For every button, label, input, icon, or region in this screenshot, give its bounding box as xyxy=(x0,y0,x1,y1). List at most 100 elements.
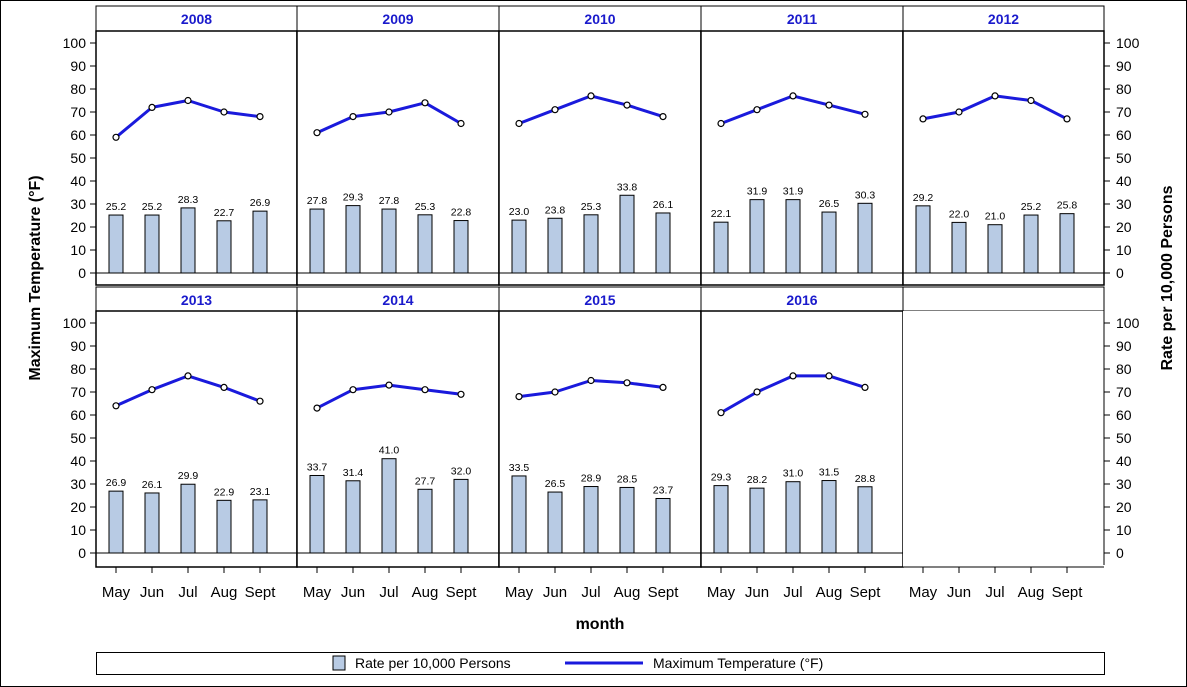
rate-bar xyxy=(583,214,599,274)
rate-bar xyxy=(749,199,765,274)
y-tick-label-left: 20 xyxy=(70,219,86,235)
panel-plot-area xyxy=(296,310,500,568)
rate-data-label: 33.5 xyxy=(509,462,530,474)
y-tick-label-left: 30 xyxy=(70,196,86,212)
legend-line-label: Maximum Temperature (°F) xyxy=(653,655,823,671)
rate-data-label: 22.9 xyxy=(214,486,235,498)
y-tick-label-left: 0 xyxy=(78,545,86,561)
rate-data-label: 31.5 xyxy=(819,467,840,479)
y-tick-label-right: 40 xyxy=(1116,173,1132,189)
rate-bar xyxy=(987,224,1003,274)
x-tick-label: Jun xyxy=(745,584,769,601)
panel: 2015 33.5 26.5 28.9 28.5 23.7 xyxy=(498,286,702,568)
panel-plot-area xyxy=(903,311,1104,567)
temperature-marker xyxy=(220,383,228,391)
rate-data-label: 31.0 xyxy=(783,468,804,480)
temperature-marker xyxy=(112,133,120,141)
panel-header xyxy=(902,5,1105,32)
y-tick-label-left: 50 xyxy=(70,430,86,446)
temperature-marker xyxy=(515,393,523,401)
panel-header xyxy=(902,286,1105,312)
rate-data-label: 26.9 xyxy=(106,477,127,489)
rate-data-label: 23.1 xyxy=(250,486,271,498)
rate-bar xyxy=(180,483,196,554)
panel-header xyxy=(700,286,904,312)
y-tick-label-right: 0 xyxy=(1116,545,1124,561)
rate-data-label: 27.8 xyxy=(379,195,400,207)
rate-bar xyxy=(749,487,765,554)
rate-data-label: 25.2 xyxy=(1021,201,1042,213)
rate-data-label: 23.8 xyxy=(545,204,566,216)
panel-plot-area xyxy=(296,30,500,286)
panel-plot-area xyxy=(700,310,904,568)
rate-bar xyxy=(216,220,232,274)
y-tick-label-left: 80 xyxy=(70,81,86,97)
panel: 2014 33.7 31.4 41.0 27.7 32.0 xyxy=(296,286,500,568)
rate-data-label: 26.9 xyxy=(250,197,271,209)
y-tick-label-right: 10 xyxy=(1116,522,1132,538)
rate-bar xyxy=(144,214,160,274)
rate-data-label: 28.8 xyxy=(855,473,876,485)
y-tick-label-right: 20 xyxy=(1116,499,1132,515)
rate-bar xyxy=(655,212,671,274)
rate-data-label: 32.0 xyxy=(451,465,472,477)
temperature-marker xyxy=(515,119,523,128)
rate-data-label: 29.3 xyxy=(343,192,364,204)
rate-data-label: 28.2 xyxy=(747,474,768,486)
x-tick-label: May xyxy=(102,584,131,601)
rate-data-label: 23.0 xyxy=(509,206,530,218)
temperature-marker xyxy=(825,101,833,109)
temperature-marker xyxy=(861,383,869,391)
x-axis-title: month xyxy=(576,616,625,633)
y-tick-label-left: 40 xyxy=(70,453,86,469)
temperature-marker xyxy=(991,92,999,100)
panel-year-label: 2008 xyxy=(181,11,212,27)
x-tick-label: Aug xyxy=(211,584,238,601)
rate-data-label: 22.8 xyxy=(451,207,472,219)
temperature-marker xyxy=(457,119,465,128)
x-tick-label: May xyxy=(909,584,938,601)
rate-data-label: 28.5 xyxy=(617,473,638,485)
rate-bar xyxy=(180,207,196,274)
rate-bar xyxy=(511,475,527,554)
temperature-marker xyxy=(659,383,667,391)
temperature-marker xyxy=(148,103,156,112)
panel-year-label: 2015 xyxy=(584,292,615,308)
rate-bar xyxy=(619,194,635,274)
rate-data-label: 21.0 xyxy=(985,211,1006,223)
y-tick-label-right: 20 xyxy=(1116,219,1132,235)
y-tick-label-right: 80 xyxy=(1116,361,1132,377)
y-axis-left-title: Maximum Temperature (°F) xyxy=(27,175,44,380)
rate-bar xyxy=(309,208,325,274)
y-tick-label-left: 90 xyxy=(70,338,86,354)
rate-bar xyxy=(381,208,397,274)
y-tick-label-left: 90 xyxy=(70,58,86,74)
rate-data-label: 31.9 xyxy=(783,186,804,198)
panel-year-label: 2011 xyxy=(787,11,818,27)
x-tick-label: May xyxy=(303,584,332,601)
y-tick-label-left: 0 xyxy=(78,265,86,281)
y-tick-label-right: 100 xyxy=(1116,315,1140,331)
rate-data-label: 23.7 xyxy=(653,484,674,496)
rate-bar xyxy=(655,497,671,554)
x-tick-label: Jul xyxy=(379,584,398,601)
axes-layer: 0 0 10 10 20 20 30 30 40 40 50 50 60 60 70 70 80 80 90 90 10… xyxy=(63,31,1140,601)
x-tick-label: Jul xyxy=(783,584,802,601)
temperature-marker xyxy=(385,108,393,116)
y-tick-label-right: 50 xyxy=(1116,150,1132,166)
rate-bar xyxy=(547,217,563,274)
rate-bar xyxy=(1059,213,1075,274)
y-tick-label-right: 70 xyxy=(1116,384,1132,400)
rate-data-label: 27.7 xyxy=(415,475,436,487)
rate-bar xyxy=(857,486,873,554)
rate-bar xyxy=(785,481,801,554)
y-tick-label-left: 100 xyxy=(63,35,87,51)
panel-year-label: 2009 xyxy=(382,11,413,27)
panel-year-label: 2014 xyxy=(382,292,413,308)
x-tick-label: Aug xyxy=(1018,584,1045,601)
rate-data-label: 26.1 xyxy=(653,199,674,211)
y-tick-label-right: 90 xyxy=(1116,338,1132,354)
x-tick-label: Jul xyxy=(581,584,600,601)
rate-bar xyxy=(345,480,361,554)
temperature-marker xyxy=(789,372,797,380)
